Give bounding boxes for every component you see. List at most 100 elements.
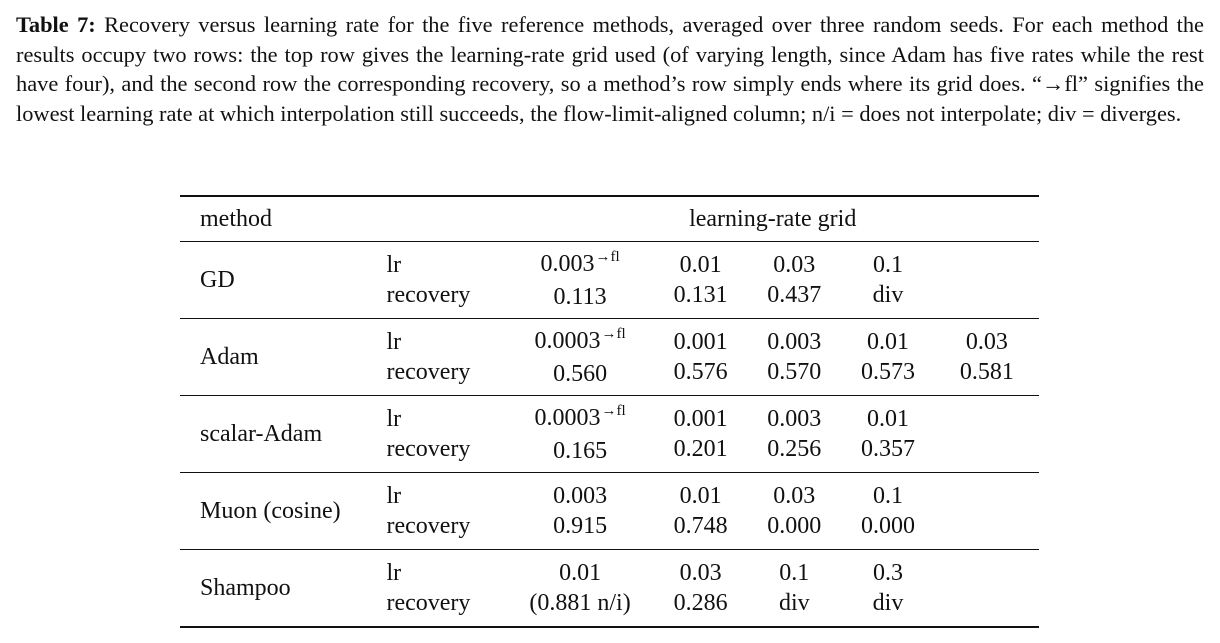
recovery-label: recovery [386,359,471,385]
recovery-label: recovery [386,282,471,308]
recovery-value: 0.113 [553,283,607,310]
lr-value: 0.01 [866,329,909,355]
lr-value-line: 0.03 [747,481,841,511]
lr-value: 0.1 [872,483,903,509]
recovery-value: 0.573 [860,359,915,385]
lr-value-line: 0.0003→fl [506,403,653,436]
table-body: GD lr recovery 0.003→fl 0.113 0.01 0.131 0.03 0.… [180,242,1039,628]
table-caption: Table 7: Recovery versus learning rate f… [16,10,1204,128]
grid-cell [935,242,1039,319]
grid-cell: 0.1 0.000 [841,473,935,550]
lr-label: lr [386,560,402,586]
lr-value: 0.003 [767,329,822,355]
caption-text: Recovery versus learning rate for the fi… [16,12,1204,126]
grid-header: learning-rate grid [689,206,857,232]
grid-cell: 0.03 0.286 [654,550,748,628]
row-labels: lr recovery [386,473,506,550]
recovery-label: recovery [386,590,471,616]
lr-value-line: 0.01 [841,327,935,357]
lr-value: 0.01 [866,406,909,432]
lr-value: 0.0003 [534,327,601,354]
lr-value-line: 0.1 [841,250,935,280]
lr-value-line: 0.1 [841,481,935,511]
grid-cell: 0.01 0.573 [841,319,935,396]
recovery-value: 0.256 [767,436,822,462]
lr-value: 0.01 [679,252,722,278]
table-row: Shampoo lr recovery 0.01 (0.881 n/i) 0.03 0.28… [180,550,1039,628]
grid-cell: 0.1 div [747,550,841,628]
grid-cell [935,550,1039,628]
recovery-value: 0.748 [673,513,728,539]
method-name: GD [200,267,235,293]
grid-cell: 0.1 div [841,242,935,319]
lr-value: 0.03 [773,252,816,278]
lr-value: 0.3 [872,560,903,586]
flow-limit-marker: →fl [601,325,626,342]
recovery-value: 0.131 [673,282,728,308]
lr-value-line: 0.1 [747,558,841,588]
lr-value-line: 0.01 [654,250,748,280]
row-labels: lr recovery [386,319,506,396]
lr-label: lr [386,483,402,509]
grid-cell: 0.01 (0.881 n/i) [506,550,653,628]
flow-limit-marker: →fl [601,402,626,419]
recovery-value: 0.576 [673,359,728,385]
grid-cell: 0.003 0.256 [747,396,841,473]
lr-value: 0.003 [540,250,595,277]
lr-value-line: 0.0003→fl [506,326,653,359]
row-labels: lr recovery [386,242,506,319]
lr-value: 0.03 [965,329,1008,355]
recovery-value: 0.357 [860,436,915,462]
flow-limit-marker: →fl [595,248,620,265]
recovery-value: (0.881 n/i) [529,590,631,616]
recovery-value: 0.581 [959,359,1014,385]
grid-cell: 0.01 0.131 [654,242,748,319]
caption-label: Table 7: [16,12,96,37]
lr-label: lr [386,406,402,432]
table-row: GD lr recovery 0.003→fl 0.113 0.01 0.131 0.03 0.… [180,242,1039,319]
lr-value-line: 0.01 [654,481,748,511]
recovery-value: 0.201 [673,436,728,462]
recovery-value: div [872,590,904,616]
recovery-value: 0.286 [673,590,728,616]
grid-cell: 0.0003→fl 0.165 [506,396,653,473]
recovery-label: recovery [386,436,471,462]
grid-cell: 0.003 0.570 [747,319,841,396]
grid-cell: 0.01 0.357 [841,396,935,473]
recovery-value: 0.000 [860,513,915,539]
recovery-value: 0.570 [767,359,822,385]
recovery-value: 0.165 [553,437,608,464]
lr-value-line: 0.01 [506,558,653,588]
row-labels: lr recovery [386,396,506,473]
recovery-label: recovery [386,513,471,539]
method-header: method [200,206,272,232]
grid-cell: 0.001 0.576 [654,319,748,396]
recovery-value: 0.437 [767,282,822,308]
recovery-value: 0.000 [767,513,822,539]
grid-cell: 0.001 0.201 [654,396,748,473]
table-row: scalar-Adam lr recovery 0.0003→fl 0.165 0.001… [180,396,1039,473]
method-name: scalar-Adam [200,421,323,447]
lr-value-line: 0.01 [841,404,935,434]
grid-cell: 0.0003→fl 0.560 [506,319,653,396]
lr-value-line: 0.003 [747,404,841,434]
recovery-value: 0.560 [553,360,608,387]
grid-cell: 0.03 0.437 [747,242,841,319]
method-name: Adam [200,344,259,370]
header-row: method learning-rate grid [180,196,1039,242]
grid-cell: 0.01 0.748 [654,473,748,550]
lr-value: 0.001 [673,329,728,355]
lr-value-line: 0.001 [654,327,748,357]
results-table: method learning-rate grid GD lr recovery 0.… [180,195,1039,628]
lr-label: lr [386,252,402,278]
grid-cell: 0.3 div [841,550,935,628]
lr-value-line: 0.003 [747,327,841,357]
recovery-value: div [778,590,810,616]
grid-cell: 0.03 0.581 [935,319,1039,396]
lr-label: lr [386,329,402,355]
recovery-value: div [872,282,904,308]
lr-value: 0.1 [779,560,810,586]
grid-cell [935,396,1039,473]
lr-value: 0.03 [679,560,722,586]
lr-value-line: 0.03 [935,327,1039,357]
